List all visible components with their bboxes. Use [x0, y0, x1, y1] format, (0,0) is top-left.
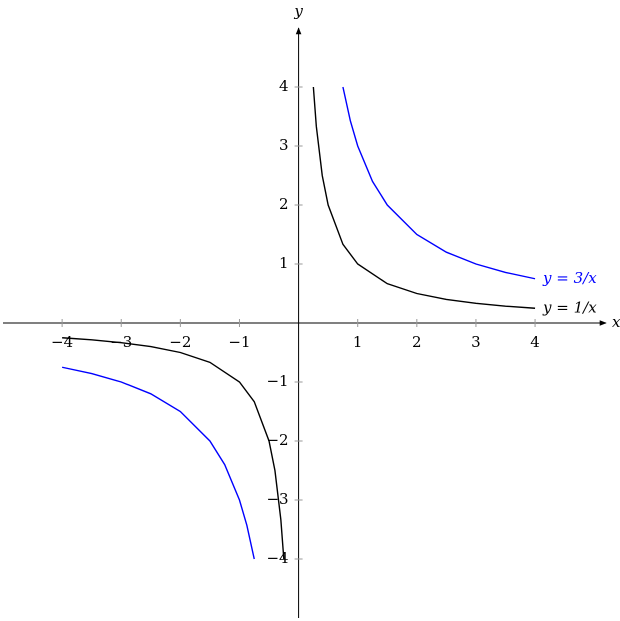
y-tick-label: −2 — [266, 431, 288, 449]
x-tick-label: −4 — [51, 333, 73, 351]
series-line — [62, 86, 536, 560]
x-tick-label: 2 — [412, 333, 422, 351]
y-tick-label: 2 — [279, 195, 289, 213]
y-axis-label: y — [293, 2, 303, 20]
x-tick-label: 4 — [530, 333, 540, 351]
y-tick-label: −1 — [266, 372, 288, 390]
x-tick-label: −1 — [228, 333, 250, 351]
series-line — [61, 86, 536, 560]
y-tick-label: 3 — [279, 136, 289, 154]
y-tick-label: 4 — [279, 77, 289, 95]
y-tick-label: 1 — [279, 254, 289, 272]
x-axis-label: x — [612, 313, 620, 331]
y-tick-label: −4 — [266, 549, 288, 567]
y-tick-label: −3 — [266, 490, 288, 508]
series-label: y = 1/x — [542, 298, 597, 316]
series-label: y = 3/x — [542, 269, 597, 287]
x-tick-label: −2 — [169, 333, 191, 351]
x-tick-label: 1 — [353, 333, 363, 351]
x-tick-label: 3 — [471, 333, 481, 351]
